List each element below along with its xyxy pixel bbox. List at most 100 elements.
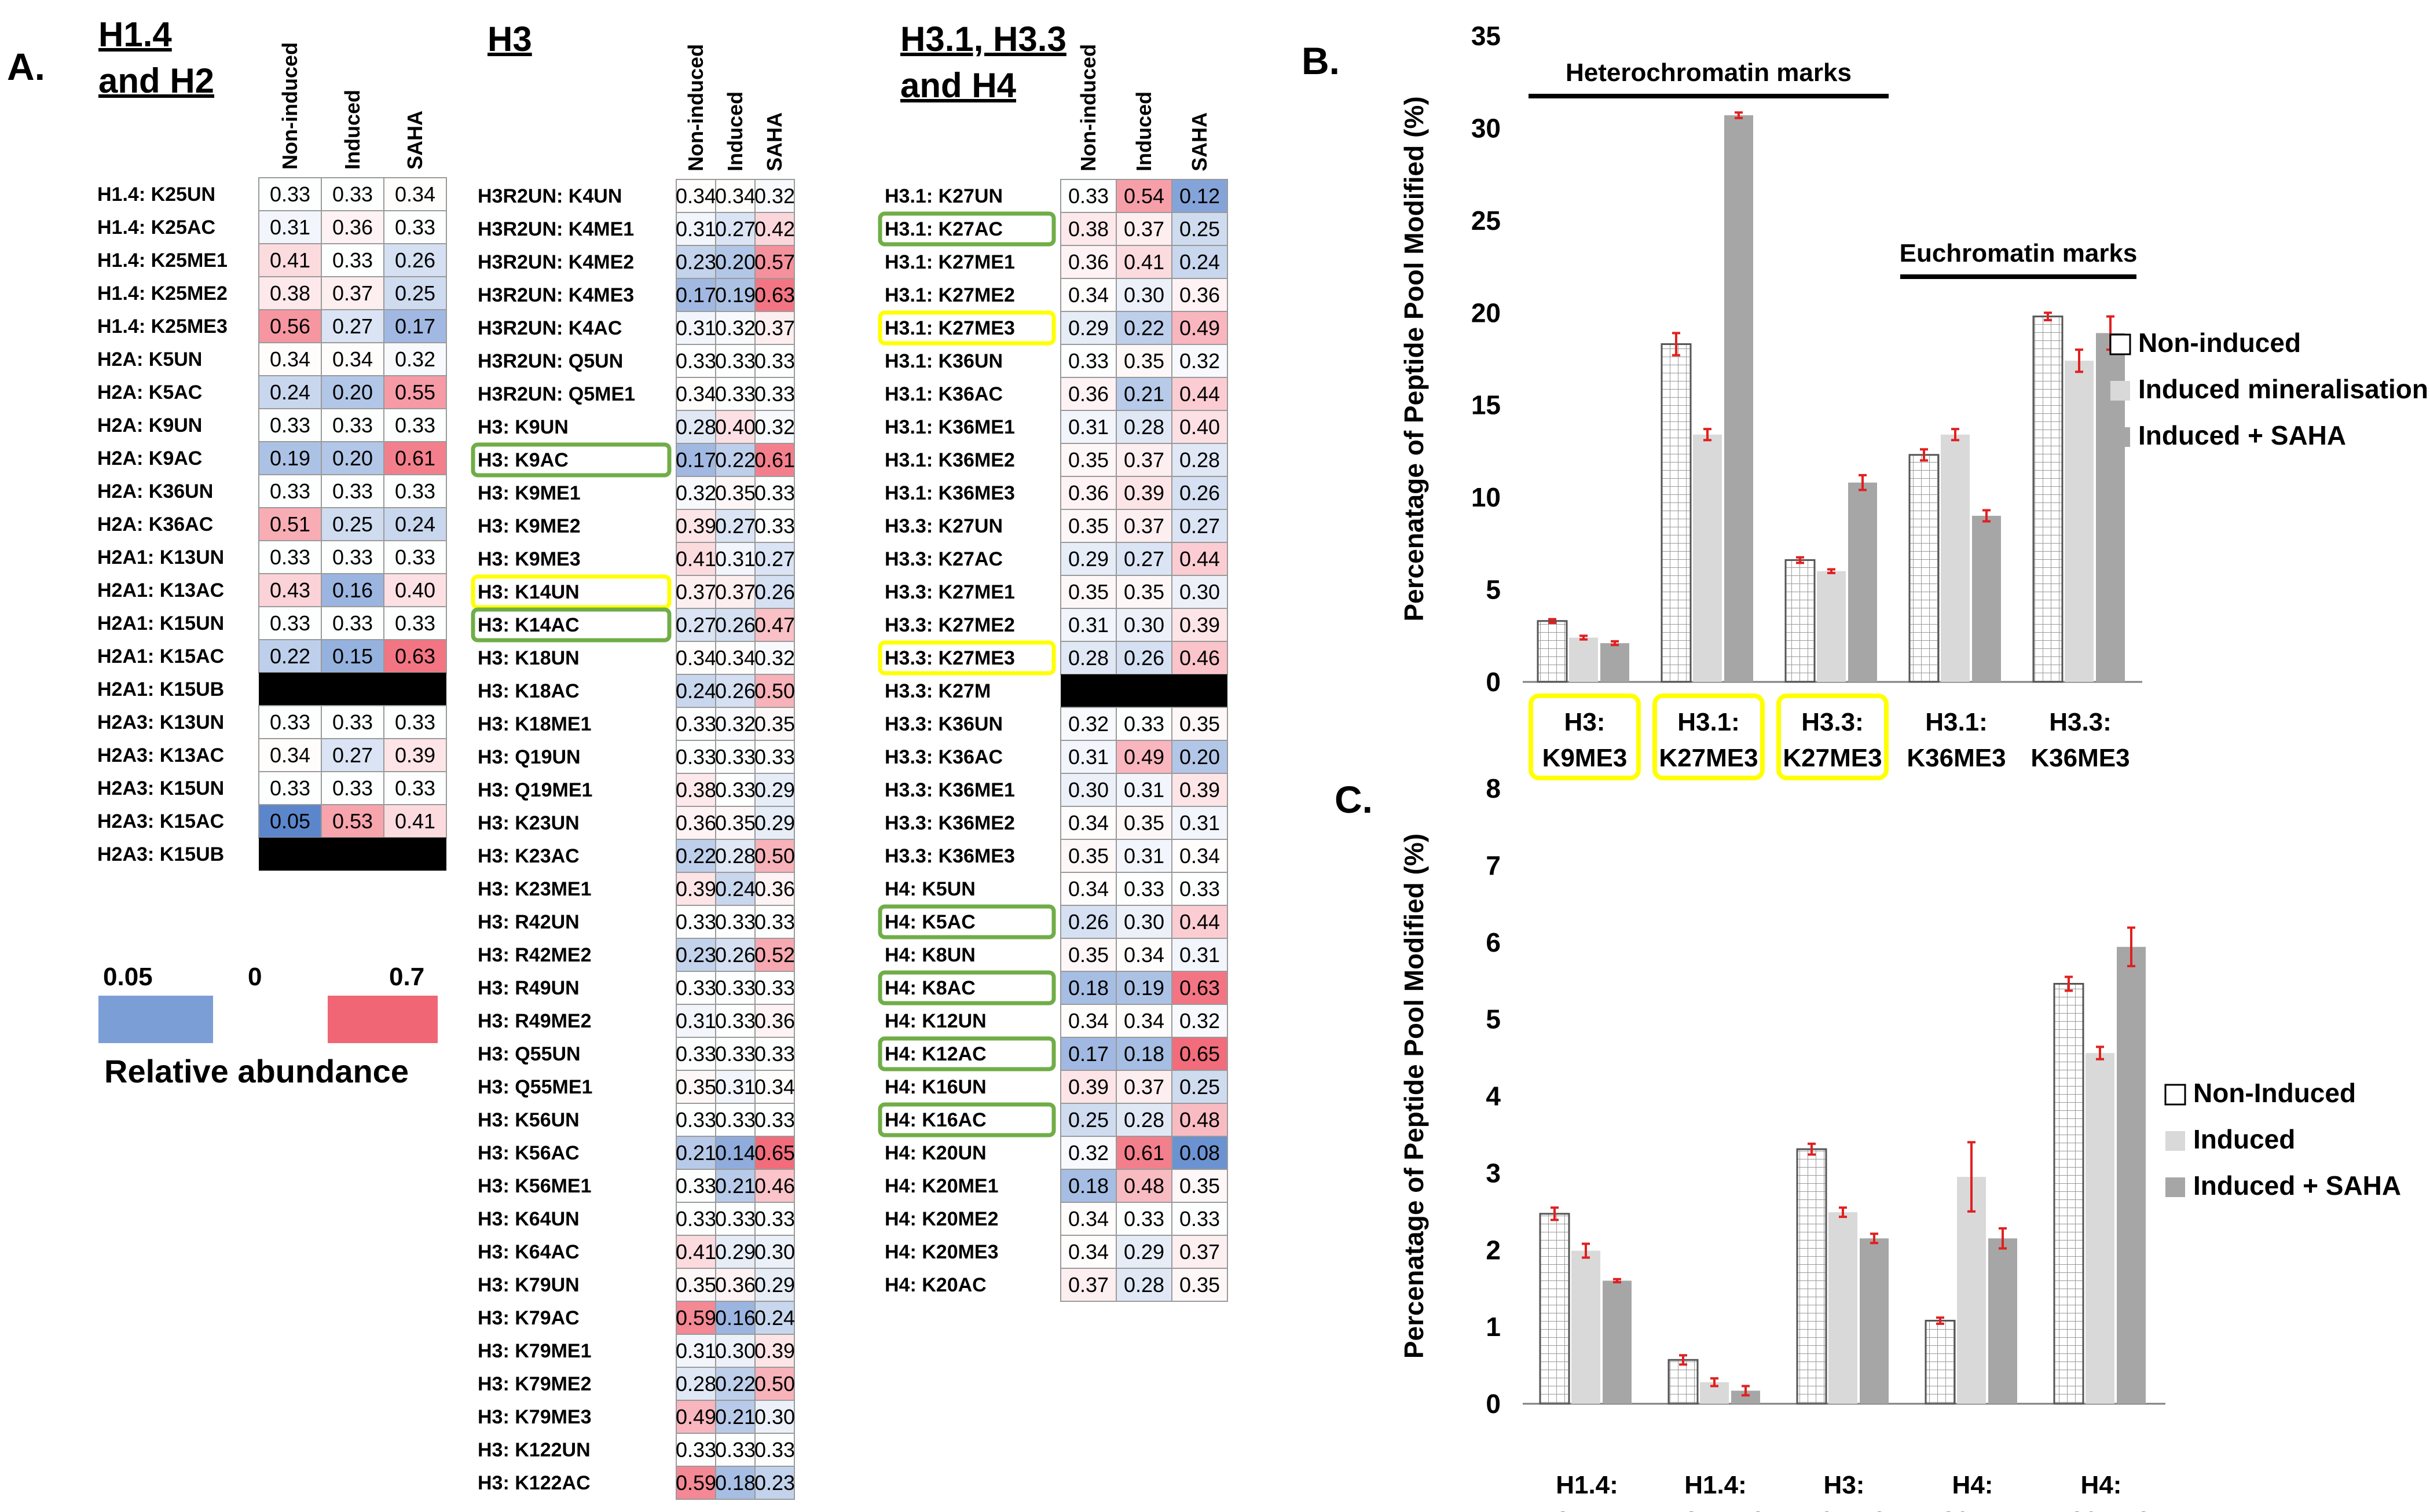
heat-cell	[1060, 344, 1117, 378]
heat-value: 0.34	[1124, 943, 1164, 967]
row-label: H3: K56UN	[478, 1109, 580, 1131]
heat-value: 0.26	[1179, 481, 1220, 505]
heat-value: 0.63	[1179, 976, 1220, 1000]
heat-value: 0.31	[1179, 943, 1220, 967]
heat-value: 0.34	[1068, 1009, 1109, 1033]
heat-cell	[258, 276, 322, 310]
heat-value: 0.35	[1068, 943, 1109, 967]
column-header: Induced	[1132, 91, 1156, 171]
heat-cell	[715, 1268, 756, 1302]
heat-value: 0.35	[715, 811, 756, 835]
heat-value: 0.33	[715, 910, 756, 934]
heat-value: 0.29	[754, 778, 795, 802]
heat-value: 0.36	[715, 1273, 756, 1297]
heat-cell	[1116, 740, 1172, 774]
missing-data-cell	[1061, 674, 1227, 707]
heat-value: 0.15	[332, 644, 373, 668]
heat-value: 0.29	[754, 811, 795, 835]
heat-value: 0.35	[715, 481, 756, 505]
y-tick-label: 30	[1471, 113, 1501, 143]
heat-value: 0.34	[270, 743, 310, 767]
heat-value: 0.56	[270, 314, 310, 338]
heat-value: 0.37	[1124, 514, 1164, 538]
row-label: H2A: K9AC	[97, 447, 202, 469]
row-label: H4: K8UN	[885, 944, 976, 966]
heat-cell	[1060, 1037, 1117, 1071]
heat-value: 0.31	[676, 217, 716, 241]
y-tick-label: 35	[1471, 21, 1501, 51]
heat-cell	[1171, 443, 1228, 477]
heat-value: 0.39	[676, 877, 716, 901]
heat-cell	[1171, 1235, 1228, 1269]
row-label: H3: R49ME2	[478, 1010, 592, 1032]
heat-cell	[1171, 839, 1228, 873]
heat-value: 0.16	[332, 578, 373, 602]
row-label: H3.1: K27ME2	[885, 284, 1015, 306]
heat-value: 0.20	[332, 446, 373, 470]
heat-value: 0.23	[676, 250, 716, 274]
heat-cell	[676, 344, 716, 378]
heat-cell	[676, 1103, 716, 1137]
heat-value: 0.26	[715, 613, 756, 637]
heat-table-1: H1.4 and H2 Non-induced Induced SAHA H1.4: K2…	[97, 15, 447, 871]
heat-cell	[1060, 1136, 1117, 1170]
heat-cell	[1171, 608, 1228, 642]
legend-max-label: 0.7	[389, 963, 424, 991]
y-tick-label: 6	[1486, 927, 1501, 957]
heat-value: 0.32	[1179, 1009, 1220, 1033]
heat-value: 0.33	[676, 745, 716, 769]
heat-cell	[1171, 1004, 1228, 1038]
row-label: H4: K20AC	[885, 1274, 987, 1296]
heat-value: 0.38	[1068, 217, 1109, 241]
heat-value: 0.41	[270, 248, 310, 272]
heat-value: 0.33	[754, 1207, 795, 1231]
heat-value: 0.28	[1179, 448, 1220, 472]
heat-cell	[1060, 1202, 1117, 1236]
heat-value: 0.33	[395, 611, 435, 635]
row-label: H3: R42ME2	[478, 944, 592, 966]
x-tick-label: K20ME1	[1923, 1507, 2022, 1512]
bar-non-induced	[2053, 983, 2084, 1405]
heat-value: 0.28	[1068, 646, 1109, 670]
row-label: H3: K9AC	[478, 449, 569, 471]
heat-cell	[754, 410, 795, 444]
heat-value: 0.33	[1124, 877, 1164, 901]
column-header: SAHA	[763, 112, 786, 171]
heat-cell	[715, 1466, 756, 1500]
heat-cell	[1171, 1169, 1228, 1203]
row-label: H3: Q55UN	[478, 1043, 581, 1065]
heat-cell	[258, 342, 322, 376]
heat-cell	[676, 245, 716, 279]
heat-cell	[1060, 1070, 1117, 1104]
highlight-box-green	[878, 970, 1056, 1005]
heat-cell	[715, 278, 756, 312]
heat-cell	[715, 1433, 756, 1467]
y-axis-label: Percenatage of Peptide Pool Modified (%)	[1399, 96, 1429, 621]
heat-value: 0.27	[715, 514, 756, 538]
heat-value: 0.33	[754, 481, 795, 505]
heat-value: 0.24	[715, 877, 756, 901]
heat-value: 0.57	[754, 250, 795, 274]
heat-cell	[383, 408, 447, 442]
heat-value: 0.31	[676, 316, 716, 340]
heat-value: 0.59	[676, 1306, 716, 1330]
heat-cell	[754, 1268, 795, 1302]
row-label: H3: K56AC	[478, 1142, 580, 1164]
heat-cell	[321, 177, 384, 211]
heat-cell	[1116, 938, 1172, 972]
heat-value: 0.34	[332, 347, 373, 371]
heat-cell	[754, 575, 795, 609]
heat-cell	[676, 278, 716, 312]
x-tick-label: K27ME3	[1659, 744, 1758, 772]
heat-value: 0.34	[1124, 1009, 1164, 1033]
row-label: H4: K20UN	[885, 1142, 987, 1164]
row-label: H4: K20ME3	[885, 1241, 999, 1263]
heat-value: 0.53	[332, 809, 373, 833]
heat-cell	[676, 542, 716, 576]
heat-value: 0.33	[676, 976, 716, 1000]
annotation-label: Heterochromatin marks	[1566, 58, 1852, 87]
legend-swatch-mid	[213, 996, 328, 1043]
row-label: H3.1: K36UN	[885, 350, 1003, 372]
heat-value: 0.33	[1124, 1207, 1164, 1231]
